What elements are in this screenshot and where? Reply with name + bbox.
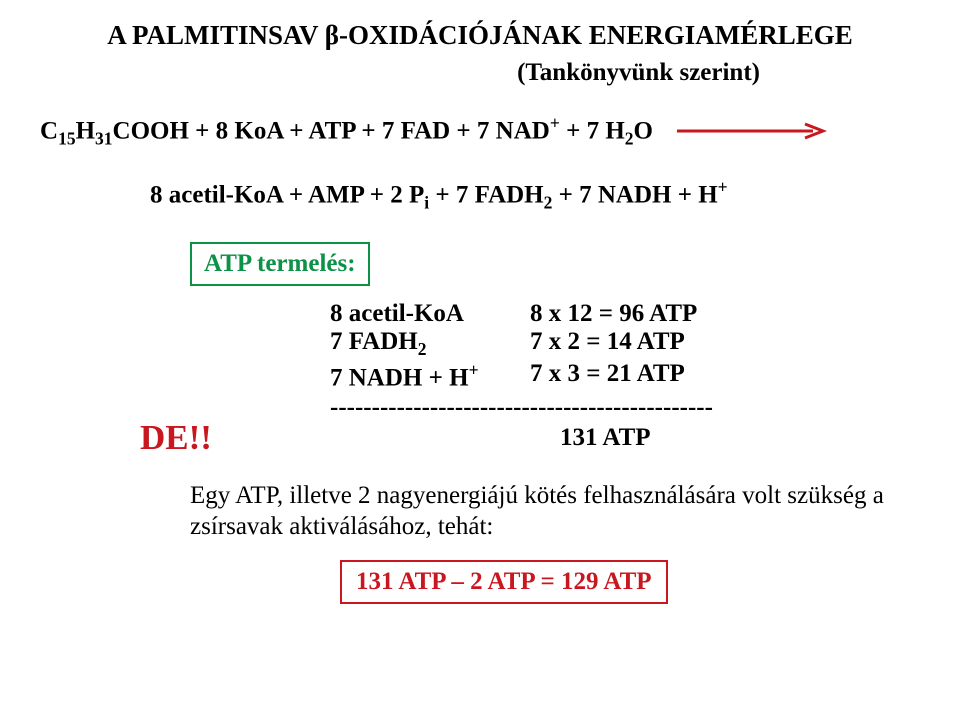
atp-row: 7 NADH + H+ 7 x 3 = 21 ATP <box>330 360 920 392</box>
equation-1-row: C15H31COOH + 8 KoA + ATP + 7 FAD + 7 NAD… <box>40 113 920 149</box>
atp-row-right: 7 x 3 = 21 ATP <box>530 360 770 392</box>
atp-row-right: 7 x 2 = 14 ATP <box>530 328 770 360</box>
explanation-text: Egy ATP, illetve 2 nagyenergiájú kötés f… <box>190 480 920 543</box>
atp-row: 7 FADH2 7 x 2 = 14 ATP <box>330 328 920 360</box>
subtitle: (Tankönyvünk szerint) <box>40 59 920 87</box>
atp-row-left: 8 acetil-KoA <box>330 300 530 328</box>
atp-row-left: 7 FADH2 <box>330 328 530 360</box>
atp-table: 8 acetil-KoA 8 x 12 = 96 ATP 7 FADH2 7 x… <box>330 300 920 392</box>
title: A PALMITINSAV β-OXIDÁCIÓJÁNAK ENERGIAMÉR… <box>40 20 920 51</box>
equation-2: 8 acetil-KoA + AMP + 2 Pi + 7 FADH2 + 7 … <box>150 177 920 213</box>
atp-production-box: ATP termelés: <box>190 242 370 286</box>
total-atp: 131 ATP <box>560 424 651 452</box>
atp-row-right: 8 x 12 = 96 ATP <box>530 300 770 328</box>
atp-row: 8 acetil-KoA 8 x 12 = 96 ATP <box>330 300 920 328</box>
sentence-line-2: zsírsavak aktiválásához, tehát: <box>190 513 493 540</box>
page: A PALMITINSAV β-OXIDÁCIÓJÁNAK ENERGIAMÉR… <box>0 0 960 716</box>
de-exclaim: DE!! <box>140 418 330 458</box>
sentence-line-1: Egy ATP, illetve 2 nagyenergiájú kötés f… <box>190 482 884 509</box>
atp-row-left: 7 NADH + H+ <box>330 360 530 392</box>
de-total-row: DE!! 131 ATP <box>40 418 920 458</box>
equation-1: C15H31COOH + 8 KoA + ATP + 7 FAD + 7 NAD… <box>40 113 653 149</box>
arrow-icon <box>677 118 827 145</box>
result-box: 131 ATP – 2 ATP = 129 ATP <box>340 560 668 604</box>
